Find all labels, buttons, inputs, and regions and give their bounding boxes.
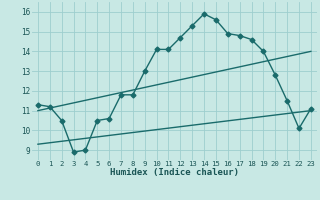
X-axis label: Humidex (Indice chaleur): Humidex (Indice chaleur) bbox=[110, 168, 239, 177]
